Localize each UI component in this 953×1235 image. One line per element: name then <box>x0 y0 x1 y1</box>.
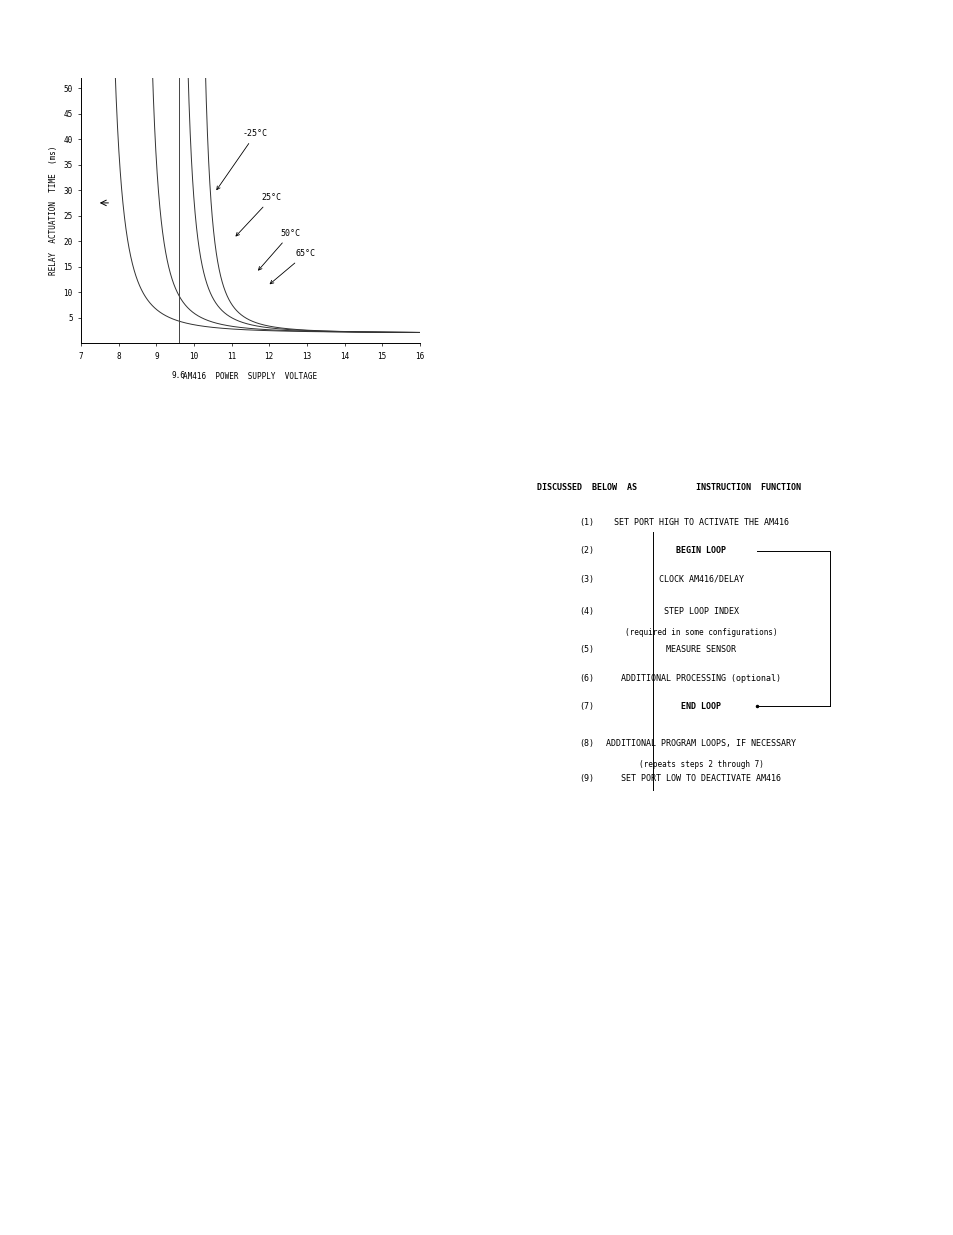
Text: 65°C: 65°C <box>270 249 315 284</box>
Text: (8): (8) <box>578 739 594 748</box>
Text: -25°C: -25°C <box>216 130 268 190</box>
Text: 50°C: 50°C <box>258 228 300 270</box>
Text: (2): (2) <box>578 546 594 556</box>
Text: ADDITIONAL PROCESSING (optional): ADDITIONAL PROCESSING (optional) <box>620 673 781 683</box>
Text: INSTRUCTION  FUNCTION: INSTRUCTION FUNCTION <box>696 483 801 493</box>
Text: (1): (1) <box>578 517 594 527</box>
Text: (9): (9) <box>578 773 594 783</box>
Text: BEGIN LOOP: BEGIN LOOP <box>676 546 725 556</box>
Text: MEASURE SENSOR: MEASURE SENSOR <box>665 645 736 655</box>
Text: ADDITIONAL PROGRAM LOOPS, IF NECESSARY: ADDITIONAL PROGRAM LOOPS, IF NECESSARY <box>605 739 796 748</box>
Text: END LOOP: END LOOP <box>680 701 720 711</box>
X-axis label: AM416  POWER  SUPPLY  VOLTAGE: AM416 POWER SUPPLY VOLTAGE <box>183 372 317 380</box>
Text: 9.6: 9.6 <box>172 372 186 380</box>
Y-axis label: RELAY  ACTUATION  TIME  (ms): RELAY ACTUATION TIME (ms) <box>49 146 58 275</box>
Text: STEP LOOP INDEX: STEP LOOP INDEX <box>663 606 738 616</box>
Text: DISCUSSED  BELOW  AS: DISCUSSED BELOW AS <box>537 483 636 493</box>
Text: (3): (3) <box>578 574 594 584</box>
Text: (repeats steps 2 through 7): (repeats steps 2 through 7) <box>639 760 762 769</box>
Text: SET PORT HIGH TO ACTIVATE THE AM416: SET PORT HIGH TO ACTIVATE THE AM416 <box>613 517 788 527</box>
Text: 25°C: 25°C <box>235 194 281 236</box>
Text: (7): (7) <box>578 701 594 711</box>
Text: (6): (6) <box>578 673 594 683</box>
Text: CLOCK AM416/DELAY: CLOCK AM416/DELAY <box>658 574 743 584</box>
Text: (required in some configurations): (required in some configurations) <box>624 627 777 637</box>
Text: (5): (5) <box>578 645 594 655</box>
Text: SET PORT LOW TO DEACTIVATE AM416: SET PORT LOW TO DEACTIVATE AM416 <box>620 773 781 783</box>
Text: (4): (4) <box>578 606 594 616</box>
